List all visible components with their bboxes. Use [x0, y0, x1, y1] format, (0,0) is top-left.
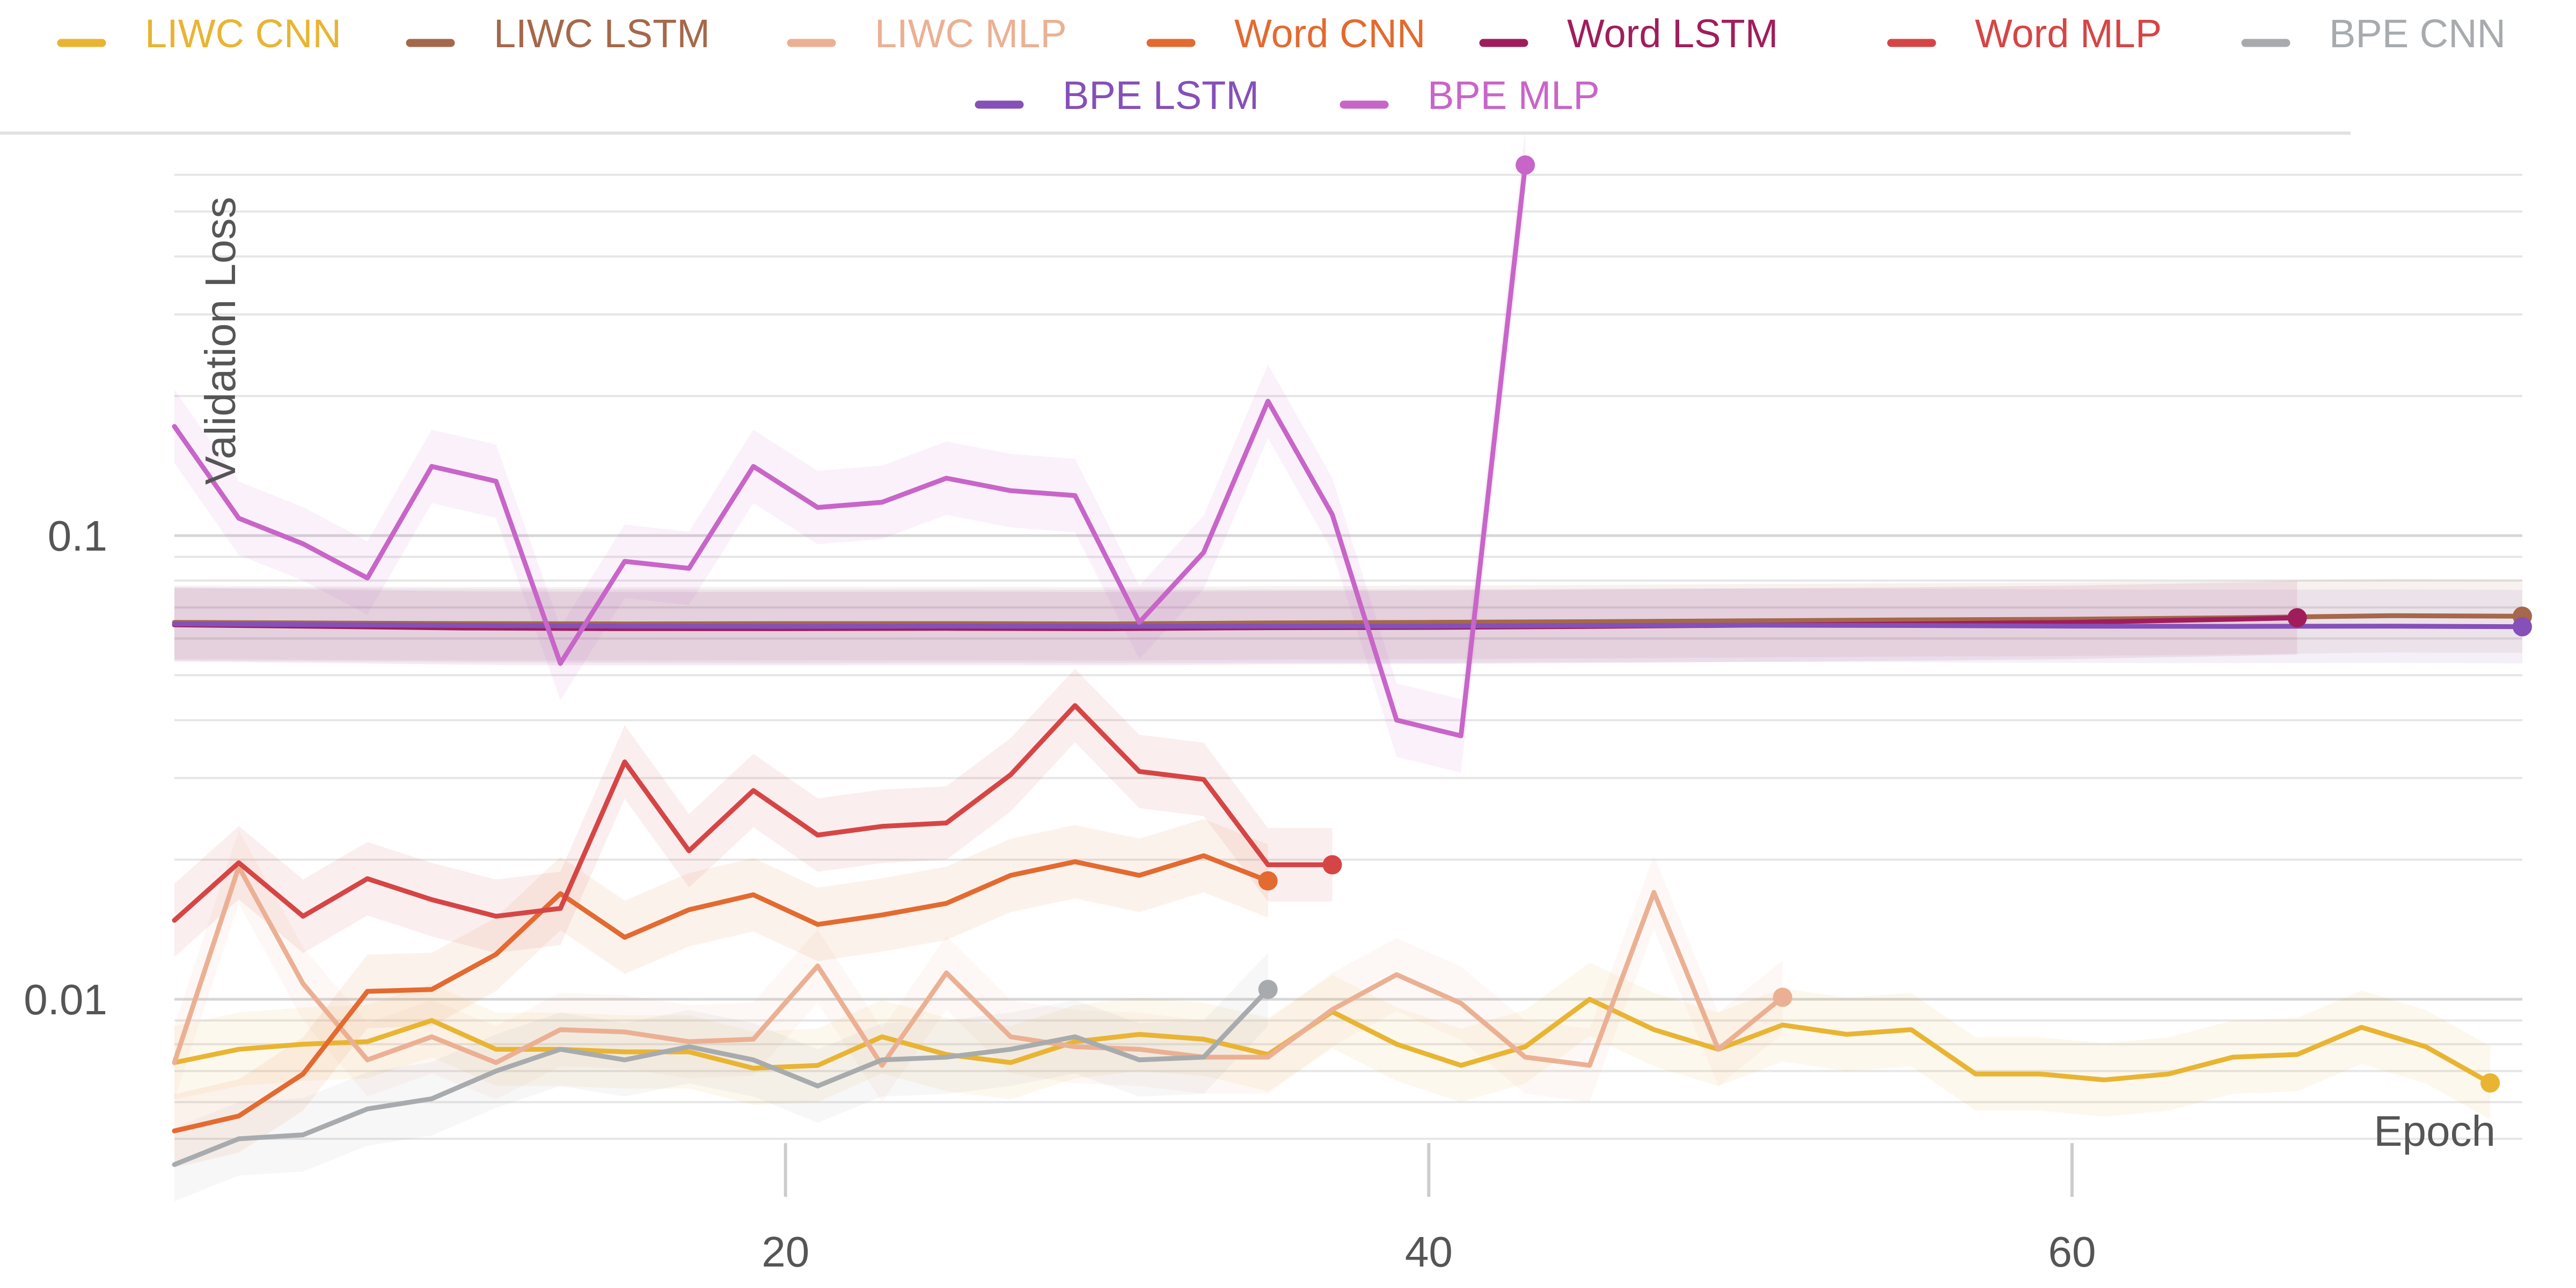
legend-label: Word MLP — [1975, 11, 2162, 56]
legend-label: BPE MLP — [1428, 73, 1600, 118]
band-liwc-lstm — [174, 579, 2522, 661]
band-liwc-cnn — [174, 962, 2491, 1120]
legend-label: BPE CNN — [2329, 11, 2506, 56]
legend-item-word-mlp[interactable]: Word MLP — [1887, 11, 2162, 56]
legend-label: LIWC MLP — [875, 11, 1067, 56]
y-tick-label: 0.1 — [48, 512, 107, 560]
legend-label: Word CNN — [1234, 11, 1425, 56]
x-axis-title: Epoch — [2374, 1107, 2496, 1155]
endpoint-bpe-mlp[interactable] — [1516, 155, 1535, 175]
endpoint-word-lstm[interactable] — [2287, 608, 2307, 628]
band-bpe-mlp — [174, 128, 1526, 773]
x-tick-label: 20 — [762, 1228, 809, 1276]
band-liwc-mlp — [174, 830, 1783, 1102]
series-line-bpe-cnn[interactable] — [172, 987, 1271, 1167]
band-word-cnn — [174, 819, 1268, 1168]
legend[interactable]: LIWC CNN LIWC LSTM LIWC MLP Word CNN Word LS… — [57, 11, 2506, 118]
axis-ticks: 20 40 60 0.01 0.1 — [24, 512, 2096, 1276]
legend-item-liwc-cnn[interactable]: LIWC CNN — [57, 11, 341, 56]
band-bpe-cnn — [174, 953, 1268, 1202]
endpoint-word-mlp[interactable] — [1322, 855, 1342, 875]
y-tick-label: 0.01 — [24, 976, 107, 1023]
legend-item-word-cnn[interactable]: Word CNN — [1146, 11, 1425, 56]
endpoint-bpe-cnn[interactable] — [1258, 979, 1278, 999]
series-line-bpe-mlp[interactable] — [172, 163, 1528, 738]
y-axis-title: Validation Loss — [196, 197, 244, 485]
x-tick-label: 40 — [1405, 1228, 1453, 1276]
legend-item-bpe-mlp[interactable]: BPE MLP — [1340, 73, 1600, 118]
x-tick-label: 60 — [2048, 1228, 2096, 1276]
series-lines — [172, 163, 2525, 1167]
legend-item-bpe-lstm[interactable]: BPE LSTM — [975, 73, 1259, 118]
endpoint-bpe-lstm[interactable] — [2513, 617, 2532, 636]
series-endpoints — [1258, 155, 2532, 1093]
series-line-liwc-mlp[interactable] — [172, 864, 1785, 1068]
legend-item-bpe-cnn[interactable]: BPE CNN — [2241, 11, 2506, 56]
legend-label: BPE LSTM — [1063, 73, 1259, 118]
legend-item-liwc-mlp[interactable]: LIWC MLP — [787, 11, 1067, 56]
legend-label: LIWC LSTM — [494, 11, 710, 56]
series-line-bpe-lstm[interactable] — [172, 621, 2525, 630]
confidence-bands — [174, 128, 2522, 1202]
legend-label: LIWC CNN — [145, 11, 341, 56]
endpoint-liwc-mlp[interactable] — [1773, 987, 1792, 1007]
legend-item-liwc-lstm[interactable]: LIWC LSTM — [406, 11, 710, 56]
endpoint-word-cnn[interactable] — [1258, 871, 1278, 891]
legend-label: Word LSTM — [1567, 11, 1778, 56]
series-line-word-cnn[interactable] — [172, 853, 1271, 1133]
series-line-word-mlp[interactable] — [172, 703, 1335, 923]
legend-item-word-lstm[interactable]: Word LSTM — [1479, 11, 1778, 56]
endpoint-liwc-cnn[interactable] — [2480, 1073, 2500, 1093]
